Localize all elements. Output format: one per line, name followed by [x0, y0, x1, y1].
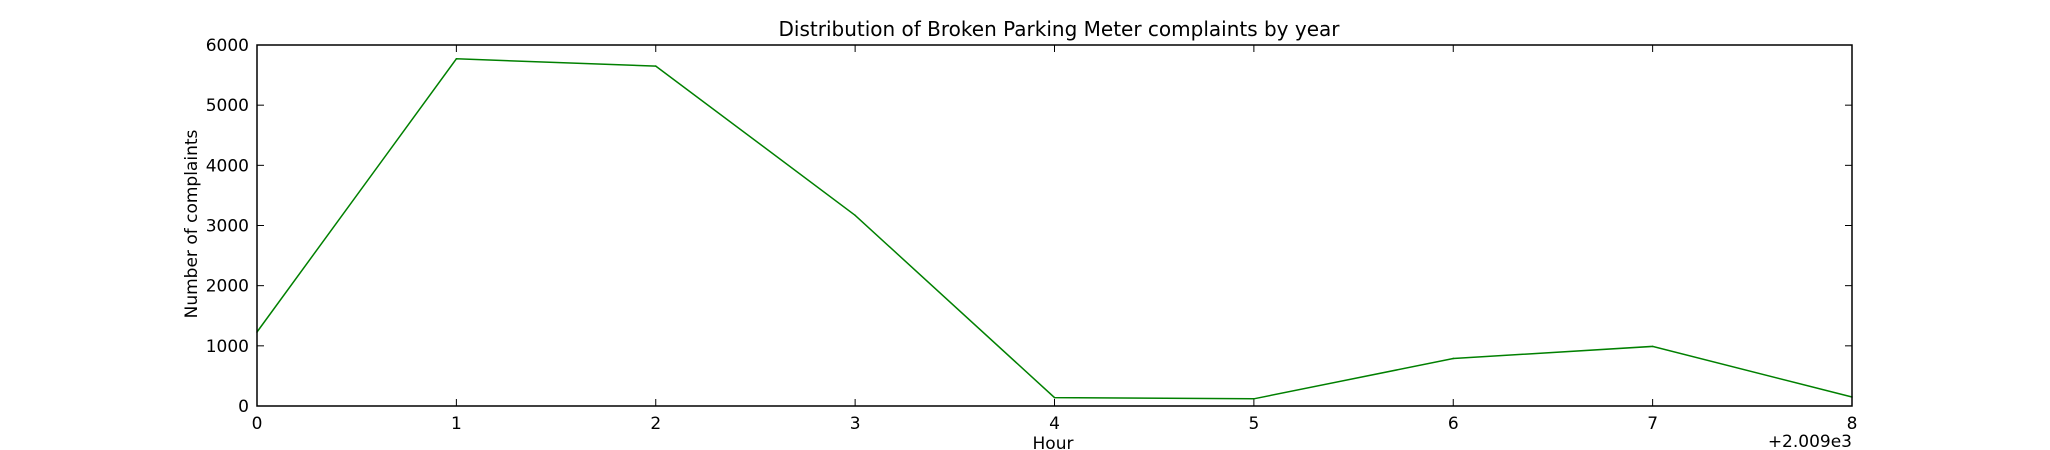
data-point — [455, 58, 458, 60]
data-point — [1651, 345, 1654, 348]
x-tick-label: 4 — [1049, 414, 1060, 434]
chart-title: Distribution of Broken Parking Meter com… — [779, 17, 1341, 41]
x-tick-label: 3 — [850, 414, 861, 434]
x-axis-ticks: 0 1 2 3 4 5 6 7 8 — [252, 45, 1858, 434]
data-point — [1053, 396, 1056, 399]
y-tick-label: 2000 — [206, 277, 249, 297]
x-tick-label: 0 — [252, 414, 263, 434]
x-tick-label: 5 — [1248, 414, 1259, 434]
y-tick-label: 6000 — [206, 36, 249, 56]
x-axis-label: Hour — [1033, 434, 1074, 450]
x-tick-label: 2 — [650, 414, 661, 434]
x-axis-offset-label: +2.009e3 — [1768, 432, 1852, 450]
data-point — [854, 214, 856, 217]
data-point — [654, 65, 657, 67]
x-tick-label: 8 — [1847, 414, 1858, 434]
y-tick-label: 3000 — [206, 217, 249, 237]
x-tick-label: 1 — [451, 414, 462, 434]
y-tick-label: 4000 — [206, 156, 249, 176]
data-point — [1253, 397, 1255, 400]
x-tick-label: 7 — [1647, 414, 1658, 434]
x-tick-label: 6 — [1448, 414, 1459, 434]
data-point — [1452, 357, 1455, 360]
y-tick-label: 5000 — [206, 96, 249, 116]
y-axis-label: Number of complaints — [182, 129, 202, 318]
plot-frame — [256, 44, 1853, 407]
y-tick-label: 1000 — [206, 337, 249, 357]
y-tick-label: 0 — [238, 397, 249, 417]
